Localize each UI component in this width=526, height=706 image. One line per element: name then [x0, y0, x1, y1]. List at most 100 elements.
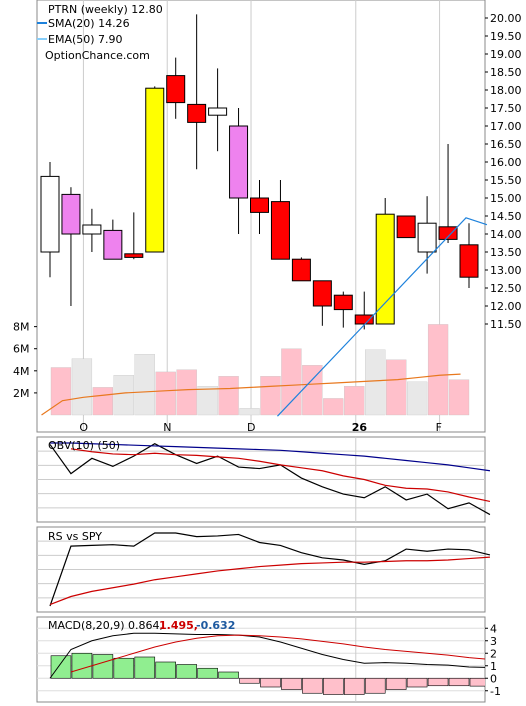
- price-tick-label: 20.00: [490, 12, 522, 25]
- obv-lines: [49, 442, 491, 516]
- price-panel-frame: [36, 0, 486, 433]
- price-tick-label: 16.00: [490, 156, 522, 169]
- macd-signal-line: [70, 634, 485, 673]
- volume-axis: 2M 4M 6M 8M: [13, 321, 37, 400]
- macd-hist-bar: [364, 677, 386, 694]
- volume-bars: [50, 324, 470, 416]
- volume-bar: [218, 376, 239, 416]
- candle-body: [187, 103, 207, 123]
- obv-gridlines: [37, 437, 485, 522]
- candle-body: [396, 215, 416, 239]
- volume-bar: [92, 387, 114, 416]
- volume-bar: [344, 386, 365, 416]
- macd-hist-bar: [50, 655, 72, 679]
- volume-bar: [113, 375, 134, 416]
- date-tick-label: F: [436, 421, 442, 434]
- ema-legend: EMA(50) 7.90: [48, 33, 123, 46]
- candle-body: [438, 226, 458, 240]
- volume-tick-label: 2M: [13, 387, 30, 400]
- macd-title: MACD(8,20,9) 0.864,: [48, 619, 163, 632]
- date-tick-label: N: [163, 421, 171, 434]
- macd-hist-bar: [385, 677, 407, 690]
- macd-hist-bar: [155, 661, 177, 679]
- candle-body: [417, 222, 437, 253]
- price-tick-label: 14.00: [490, 228, 522, 241]
- candle-body: [312, 280, 332, 307]
- candle-body: [333, 294, 353, 311]
- macd-tick-label: -1: [490, 685, 501, 698]
- macd-hist-bar: [448, 677, 470, 687]
- volume-tick-label: 4M: [13, 365, 30, 378]
- macd-hist-bar: [302, 677, 323, 694]
- candle-body: [103, 229, 123, 260]
- price-tick-label: 17.00: [490, 120, 522, 133]
- price-title: PTRN (weekly) 12.80: [48, 3, 163, 16]
- volume-tick-label: 8M: [13, 321, 30, 334]
- date-tick-label: O: [79, 421, 88, 434]
- candle-body: [166, 75, 186, 104]
- volume-bar: [260, 376, 281, 416]
- macd-hist-bar: [113, 657, 135, 679]
- price-axis: 11.50 12.00 12.50 13.00 13.50 14.00 14.50 15.00…: [485, 12, 522, 331]
- candle-body: [291, 258, 311, 282]
- volume-bar: [448, 379, 470, 416]
- macd-signal-value: 1.495,: [159, 619, 198, 632]
- rs-gridlines: [37, 527, 485, 612]
- macd-hist-bar: [71, 652, 93, 679]
- macd-tick-label: 3: [490, 635, 497, 648]
- sma-legend-swatch: [37, 22, 47, 24]
- candle-body: [61, 193, 81, 235]
- macd-tick-label: 1: [490, 660, 497, 673]
- volume-bar: [50, 367, 72, 416]
- rs-title: RS vs SPY: [48, 530, 102, 543]
- macd-hist-bar: [343, 677, 365, 695]
- panel-series-line: [50, 442, 491, 472]
- panel-series-line: [49, 532, 491, 607]
- price-tick-label: 11.50: [490, 318, 522, 331]
- price-tick-label: 17.50: [490, 102, 522, 115]
- volume-bar: [386, 359, 407, 416]
- macd-hist-bar: [323, 677, 344, 695]
- rs-lines: [49, 532, 491, 607]
- volume-bar: [239, 408, 260, 416]
- volume-bar: [197, 386, 218, 416]
- volume-bar: [323, 398, 344, 416]
- price-tick-label: 15.00: [490, 192, 522, 205]
- volume-bar: [427, 324, 449, 416]
- macd-hist-bar: [469, 677, 485, 687]
- price-tick-label: 13.50: [490, 246, 522, 259]
- macd-hist-bar: [134, 656, 156, 679]
- price-panel: 11.50 12.00 12.50 13.00 13.50 14.00 14.50 15.00…: [13, 0, 522, 434]
- volume-bar: [155, 371, 176, 416]
- panel-series-line: [70, 448, 491, 502]
- macd-hist-bar: [239, 677, 260, 684]
- price-tick-label: 15.50: [490, 174, 522, 187]
- candle-body: [208, 107, 228, 116]
- macd-hist-bar: [427, 677, 449, 687]
- volume-average-line: [41, 373, 461, 416]
- volume-bar: [281, 348, 302, 416]
- panel-series-line: [49, 556, 490, 606]
- macd-histogram: [50, 652, 485, 695]
- price-tick-label: 12.50: [490, 282, 522, 295]
- candlesticks: [40, 14, 479, 330]
- macd-hist-bar: [197, 667, 218, 679]
- macd-hist-value: -0.632: [196, 619, 235, 632]
- volume-tick-label: 6M: [13, 343, 30, 356]
- sma20-line: [277, 217, 488, 417]
- candle-body: [145, 87, 165, 253]
- price-tick-label: 12.00: [490, 300, 522, 313]
- price-tick-label: 13.00: [490, 264, 522, 277]
- rs-panel: RS vs SPY: [36, 526, 491, 613]
- obv-panel: OBV(10) (50): [36, 436, 491, 523]
- volume-bar: [134, 354, 155, 416]
- price-tick-label: 19.00: [490, 48, 522, 61]
- candle-body: [354, 314, 374, 325]
- macd-line: [49, 632, 485, 679]
- date-tick-label: 26: [352, 421, 368, 434]
- candle-body: [250, 197, 269, 213]
- candle-body: [270, 201, 290, 260]
- macd-hist-bar: [218, 671, 239, 679]
